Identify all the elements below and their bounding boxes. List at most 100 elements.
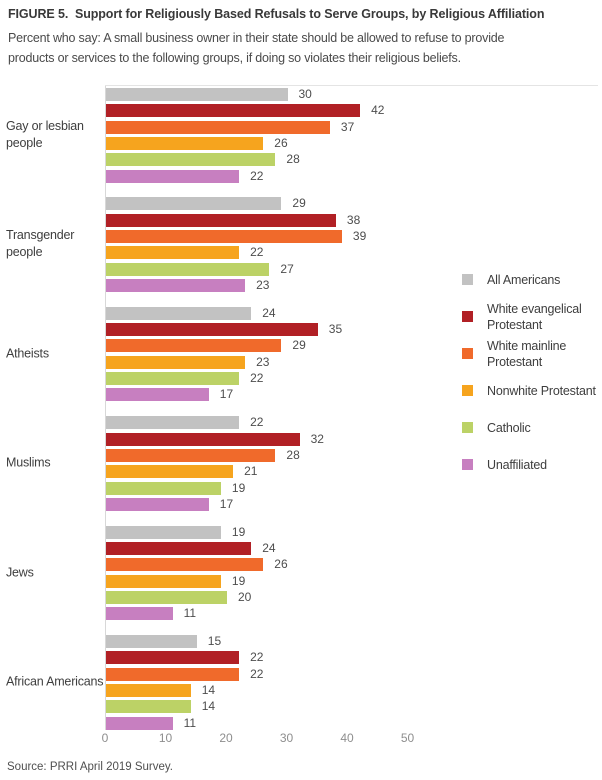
category-label-line: African Americans bbox=[6, 674, 104, 689]
category-label: African Americans bbox=[6, 674, 104, 691]
legend-swatch bbox=[462, 274, 473, 285]
category-label: Transgender people bbox=[6, 227, 74, 261]
bar-value-label: 30 bbox=[298, 87, 312, 101]
x-tick-label: 50 bbox=[400, 731, 415, 745]
bar-value-label: 11 bbox=[183, 716, 197, 730]
bar-value-label: 15 bbox=[207, 634, 222, 648]
legend-label-line: White evangelical bbox=[487, 301, 582, 316]
legend-label: Unaffiliated bbox=[487, 457, 547, 473]
bar-value-label: 14 bbox=[201, 699, 216, 713]
legend-label: Catholic bbox=[487, 420, 531, 436]
bar bbox=[106, 323, 318, 336]
legend-label-line: All Americans bbox=[487, 272, 561, 287]
bar-value-label: 29 bbox=[292, 196, 306, 210]
bar-value-label: 26 bbox=[274, 557, 288, 571]
category-label-line: people bbox=[6, 245, 43, 260]
category-label-line: Jews bbox=[6, 565, 34, 580]
bar bbox=[106, 700, 191, 713]
bar bbox=[106, 197, 282, 210]
legend-swatch bbox=[462, 385, 473, 396]
bar bbox=[106, 465, 233, 478]
bar-value-label: 19 bbox=[231, 525, 246, 539]
bar-value-label: 19 bbox=[231, 481, 246, 495]
bar bbox=[106, 170, 240, 183]
legend-label-line: Nonwhite Protestant bbox=[487, 383, 596, 398]
figure-subtitle-line-1: Percent who say: A small business owner … bbox=[8, 31, 505, 45]
bar-value-label: 11 bbox=[183, 606, 197, 620]
legend-label-line: White mainline bbox=[487, 338, 567, 353]
figure-title: FIGURE 5. Support for Religiously Based … bbox=[8, 7, 545, 21]
bar bbox=[106, 635, 197, 648]
category-label-line: people bbox=[6, 136, 43, 150]
bar bbox=[106, 307, 252, 320]
bar bbox=[106, 717, 173, 730]
bar-value-label: 23 bbox=[256, 278, 270, 292]
category-label: Muslims bbox=[6, 455, 51, 472]
bar bbox=[106, 668, 240, 681]
bar-value-label: 22 bbox=[250, 245, 264, 259]
bar bbox=[106, 214, 336, 227]
bar bbox=[106, 388, 209, 401]
bar bbox=[106, 591, 227, 604]
figure-subtitle-line-2: products or services to the following gr… bbox=[8, 51, 461, 65]
legend-label: All Americans bbox=[487, 272, 560, 288]
category-label-line: Atheists bbox=[6, 346, 49, 361]
category-label: Atheists bbox=[6, 345, 49, 362]
category-label-line: Gay or lesbian bbox=[6, 119, 84, 133]
bar-value-label: 17 bbox=[219, 497, 234, 511]
x-tick-label: 40 bbox=[340, 731, 354, 745]
plot-top-border bbox=[105, 85, 598, 86]
bar bbox=[106, 104, 361, 117]
legend-label-line: Catholic bbox=[487, 420, 531, 435]
bar-value-label: 24 bbox=[262, 306, 276, 320]
bar-value-label: 24 bbox=[262, 541, 276, 555]
legend-swatch bbox=[462, 348, 473, 359]
legend-label-line: Unaffiliated bbox=[487, 457, 547, 472]
bar-value-label: 22 bbox=[250, 371, 264, 385]
bar bbox=[106, 558, 264, 571]
x-tick-label: 10 bbox=[158, 731, 173, 745]
bar-value-label: 32 bbox=[310, 432, 324, 446]
x-tick-label: 30 bbox=[279, 731, 294, 745]
bar-value-label: 28 bbox=[286, 448, 300, 462]
bar bbox=[106, 121, 330, 134]
bar-value-label: 35 bbox=[328, 322, 343, 336]
bar-value-label: 38 bbox=[346, 213, 361, 227]
bar-value-label: 42 bbox=[371, 103, 385, 117]
legend-label: White mainline Protestant bbox=[487, 338, 566, 370]
legend-label-line: Protestant bbox=[487, 317, 542, 332]
bar bbox=[106, 498, 209, 511]
bar-value-label: 14 bbox=[201, 683, 216, 697]
legend-label: Nonwhite Protestant bbox=[487, 383, 596, 399]
category-label-line: Muslims bbox=[6, 455, 51, 470]
x-tick-label: 0 bbox=[101, 731, 109, 745]
bar bbox=[106, 372, 240, 385]
bar bbox=[106, 263, 270, 276]
bar-value-label: 23 bbox=[256, 355, 270, 369]
bar-value-label: 22 bbox=[250, 169, 264, 183]
y-axis-line bbox=[105, 85, 106, 730]
category-label-line: Transgender bbox=[6, 228, 75, 243]
bar bbox=[106, 684, 191, 697]
bar bbox=[106, 339, 282, 352]
bar-value-label: 26 bbox=[274, 136, 288, 150]
bar bbox=[106, 88, 288, 101]
bar-value-label: 39 bbox=[352, 229, 367, 243]
bar-value-label: 17 bbox=[219, 387, 234, 401]
bar-value-label: 22 bbox=[250, 415, 264, 429]
figure-subtitle: Percent who say: A small business owner … bbox=[8, 28, 504, 68]
bar bbox=[106, 651, 240, 664]
bar bbox=[106, 230, 342, 243]
bar-value-label: 21 bbox=[244, 464, 258, 478]
source-note: Source: PRRI April 2019 Survey. bbox=[7, 761, 173, 773]
bar bbox=[106, 246, 240, 259]
bar-value-label: 19 bbox=[231, 574, 246, 588]
bar-value-label: 20 bbox=[238, 590, 252, 604]
category-label: Gay or lesbian people bbox=[6, 118, 84, 152]
bar-value-label: 22 bbox=[250, 667, 264, 681]
bar-value-label: 37 bbox=[340, 120, 355, 134]
legend-label-line: Protestant bbox=[487, 354, 542, 369]
x-tick-label: 20 bbox=[219, 731, 233, 745]
